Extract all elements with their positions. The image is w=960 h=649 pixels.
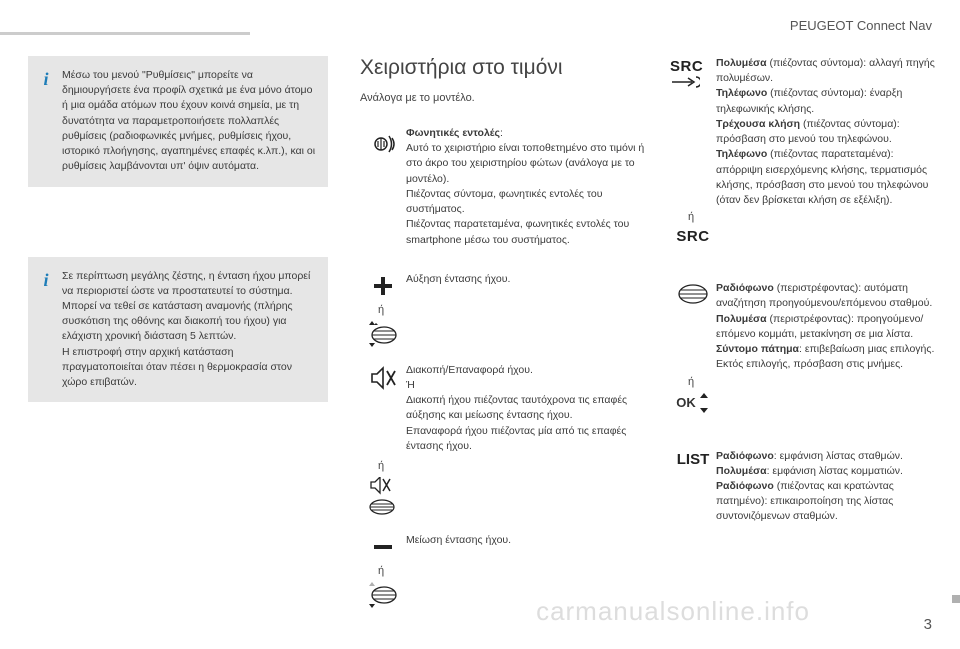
info-box-profiles: i Μέσω του μενού "Ρυθμίσεις" μπορείτε να… bbox=[28, 56, 328, 187]
src-label-2: SRC bbox=[676, 228, 709, 245]
item-list: LIST Ραδιόφωνο: εμφάνιση λίστας σταθμών.… bbox=[670, 449, 940, 525]
info-text-1: Μέσω του μενού "Ρυθμίσεις" μπορείτε να δ… bbox=[62, 68, 316, 175]
voice-title: Φωνητικές εντολές bbox=[406, 127, 500, 139]
item-ok: OK bbox=[670, 391, 940, 413]
info-icon: i bbox=[38, 267, 54, 283]
item-src-alt: SRC bbox=[670, 226, 940, 245]
or-label: ή bbox=[378, 304, 650, 316]
ok-label: OK bbox=[676, 395, 696, 410]
or-label: ή bbox=[378, 565, 650, 577]
middle-column: Χειριστήρια στο τιμόνι Ανάλογα με το μον… bbox=[360, 56, 650, 614]
voice-text: Αυτό το χειριστήριο είναι τοποθετημένο σ… bbox=[406, 142, 644, 245]
item-vol-up: Αύξηση έντασης ήχου. bbox=[360, 272, 650, 298]
watermark: carmanualsonline.info bbox=[536, 596, 810, 627]
mute-wheel-icon bbox=[360, 475, 406, 517]
vol-down-text: Μείωση έντασης ήχου. bbox=[406, 533, 650, 548]
wheel-icon bbox=[670, 281, 716, 305]
wheel-up-icon bbox=[360, 319, 406, 347]
src-icon: SRC bbox=[670, 56, 716, 89]
or-label: ή bbox=[378, 460, 650, 472]
src-label: SRC bbox=[670, 58, 703, 75]
list-icon: LIST bbox=[670, 449, 716, 468]
src-alt-icon: SRC bbox=[670, 226, 716, 245]
wheel-body: Ραδιόφωνο (περιστρέφοντας): αυτόματη ανα… bbox=[716, 281, 940, 372]
item-src: SRC Πολυμέσα (πιέζοντας σύντομα): αλλαγή… bbox=[670, 56, 940, 208]
section-title: Χειριστήρια στο τιμόνι bbox=[360, 56, 650, 80]
mute-text: Διακοπή/Επαναφορά ήχου. Ή Διακοπή ήχου π… bbox=[406, 363, 650, 454]
list-body: Ραδιόφωνο: εμφάνιση λίστας σταθμών.Πολυμ… bbox=[716, 449, 940, 525]
vol-up-text: Αύξηση έντασης ήχου. bbox=[406, 272, 650, 287]
item-mute: Διακοπή/Επαναφορά ήχου. Ή Διακοπή ήχου π… bbox=[360, 363, 650, 454]
list-label: LIST bbox=[677, 451, 710, 468]
info-text-2: Σε περίπτωση μεγάλης ζέστης, η ένταση ήχ… bbox=[62, 269, 316, 391]
or-label: ή bbox=[688, 376, 940, 388]
side-marker bbox=[952, 595, 960, 603]
page-number: 3 bbox=[924, 616, 932, 633]
plus-icon bbox=[360, 272, 406, 298]
ok-icon: OK bbox=[670, 391, 716, 413]
item-voice: Φωνητικές εντολές: Αυτό το χειριστήριο ε… bbox=[360, 126, 650, 248]
right-column: SRC Πολυμέσα (πιέζοντας σύντομα): αλλαγή… bbox=[670, 56, 940, 531]
voice-icon bbox=[360, 126, 406, 160]
item-mute-alt bbox=[360, 475, 650, 517]
info-box-heat: i Σε περίπτωση μεγάλης ζέστης, η ένταση … bbox=[28, 257, 328, 403]
item-wheel-up bbox=[360, 319, 650, 347]
left-column: i Μέσω του μενού "Ρυθμίσεις" μπορείτε να… bbox=[28, 56, 328, 442]
item-wheel: Ραδιόφωνο (περιστρέφοντας): αυτόματη ανα… bbox=[670, 281, 940, 372]
voice-body: Φωνητικές εντολές: Αυτό το χειριστήριο ε… bbox=[406, 126, 650, 248]
header-rule bbox=[0, 32, 250, 35]
minus-icon bbox=[360, 533, 406, 559]
header-title: PEUGEOT Connect Nav bbox=[790, 18, 932, 33]
info-icon: i bbox=[38, 66, 54, 82]
mute-icon bbox=[360, 363, 406, 391]
or-label: ή bbox=[688, 211, 940, 223]
section-subtitle: Ανάλογα με το μοντέλο. bbox=[360, 92, 650, 104]
item-vol-down: Μείωση έντασης ήχου. bbox=[360, 533, 650, 559]
wheel-down-icon bbox=[360, 580, 406, 608]
src-body: Πολυμέσα (πιέζοντας σύντομα): αλλαγή πηγ… bbox=[716, 56, 940, 208]
